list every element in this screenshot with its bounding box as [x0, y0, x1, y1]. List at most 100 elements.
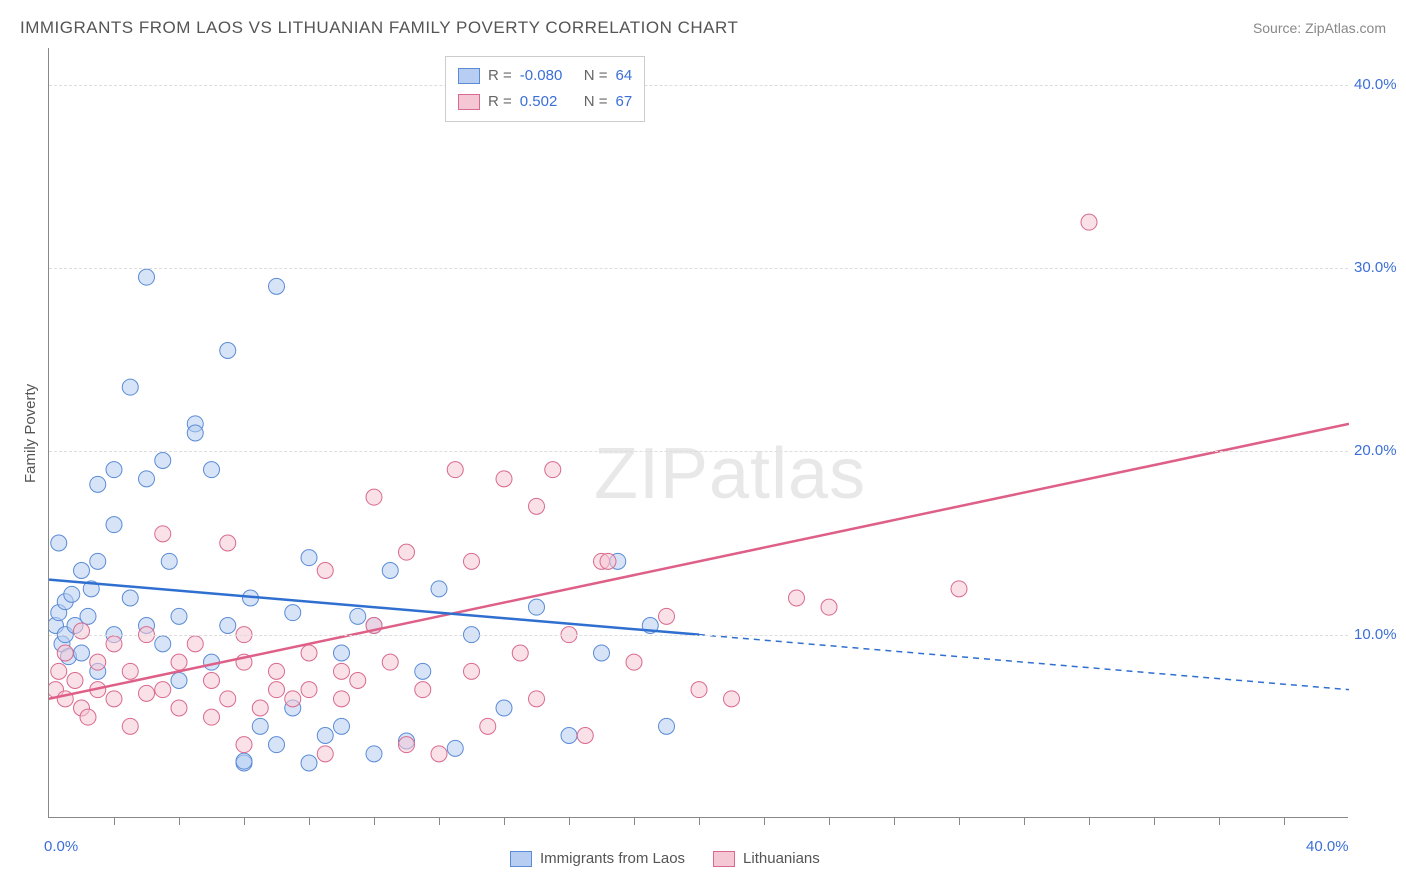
- legend-row-lith: R = 0.502 N = 67: [458, 89, 632, 115]
- scatter-point: [171, 673, 187, 689]
- scatter-point: [317, 728, 333, 744]
- scatter-point: [80, 709, 96, 725]
- gridline: [49, 451, 1348, 452]
- series-label-lith: Lithuanians: [743, 850, 820, 867]
- legend-swatch-icon: [510, 851, 532, 867]
- scatter-point: [529, 498, 545, 514]
- scatter-point: [659, 608, 675, 624]
- scatter-point: [67, 673, 83, 689]
- scatter-point: [350, 608, 366, 624]
- scatter-point: [155, 453, 171, 469]
- x-tick: [374, 817, 375, 825]
- scatter-point: [496, 471, 512, 487]
- x-tick: [504, 817, 505, 825]
- scatter-point: [350, 673, 366, 689]
- scatter-point: [594, 645, 610, 661]
- scatter-point: [447, 462, 463, 478]
- scatter-point: [366, 489, 382, 505]
- scatter-point: [561, 728, 577, 744]
- scatter-point: [106, 691, 122, 707]
- scatter-point: [659, 718, 675, 734]
- scatter-point: [220, 618, 236, 634]
- legend-swatch-lith: [458, 94, 480, 110]
- scatter-point: [399, 544, 415, 560]
- y-axis-label: Family Poverty: [22, 384, 39, 483]
- scatter-point: [480, 718, 496, 734]
- scatter-point: [106, 517, 122, 533]
- chart-title: IMMIGRANTS FROM LAOS VS LITHUANIAN FAMIL…: [20, 18, 738, 38]
- scatter-point: [301, 682, 317, 698]
- x-tick: [699, 817, 700, 825]
- r-label: R =: [488, 89, 512, 115]
- chart-source: Source: ZipAtlas.com: [1253, 20, 1386, 36]
- correlation-legend: R = -0.080 N = 64 R = 0.502 N = 67: [445, 56, 645, 122]
- scatter-point: [155, 682, 171, 698]
- scatter-point: [431, 746, 447, 762]
- scatter-point: [382, 563, 398, 579]
- scatter-point: [57, 645, 73, 661]
- scatter-point: [80, 608, 96, 624]
- scatter-point: [334, 663, 350, 679]
- scatter-point: [529, 599, 545, 615]
- scatter-point: [600, 553, 616, 569]
- series-legend-laos: Immigrants from Laos: [510, 850, 685, 867]
- r-label: R =: [488, 63, 512, 89]
- scatter-point: [577, 728, 593, 744]
- scatter-point: [269, 737, 285, 753]
- x-tick: [959, 817, 960, 825]
- scatter-point: [496, 700, 512, 716]
- scatter-point: [626, 654, 642, 670]
- scatter-point: [122, 379, 138, 395]
- scatter-point: [90, 654, 106, 670]
- x-tick: [634, 817, 635, 825]
- chart-plot-area: ZIPatlas: [48, 48, 1348, 818]
- y-tick-label: 10.0%: [1354, 626, 1397, 643]
- scatter-point: [252, 718, 268, 734]
- scatter-point: [1081, 214, 1097, 230]
- scatter-point: [204, 709, 220, 725]
- scatter-point: [106, 636, 122, 652]
- series-legend: Immigrants from Laos Lithuanians: [510, 850, 820, 867]
- scatter-point: [545, 462, 561, 478]
- n-label: N =: [584, 63, 608, 89]
- scatter-point: [301, 755, 317, 771]
- scatter-point: [301, 550, 317, 566]
- scatter-point: [220, 343, 236, 359]
- r-value-lith: 0.502: [520, 89, 576, 115]
- x-tick: [1219, 817, 1220, 825]
- scatter-point: [171, 654, 187, 670]
- scatter-point: [74, 623, 90, 639]
- scatter-point: [269, 278, 285, 294]
- x-tick: [114, 817, 115, 825]
- legend-swatch-icon: [713, 851, 735, 867]
- series-label-laos: Immigrants from Laos: [540, 850, 685, 867]
- gridline: [49, 268, 1348, 269]
- scatter-point: [171, 700, 187, 716]
- x-tick: [569, 817, 570, 825]
- y-tick-label: 20.0%: [1354, 442, 1397, 459]
- scatter-point: [447, 740, 463, 756]
- scatter-point: [415, 682, 431, 698]
- legend-swatch-laos: [458, 68, 480, 84]
- scatter-point: [317, 563, 333, 579]
- scatter-point: [951, 581, 967, 597]
- scatter-point: [171, 608, 187, 624]
- x-tick: [244, 817, 245, 825]
- x-tick: [829, 817, 830, 825]
- trend-line: [49, 424, 1349, 699]
- scatter-point: [106, 462, 122, 478]
- n-value-lith: 67: [616, 89, 633, 115]
- x-tick: [439, 817, 440, 825]
- scatter-point: [301, 645, 317, 661]
- scatter-point: [724, 691, 740, 707]
- x-tick-label-last: 40.0%: [1306, 838, 1349, 855]
- x-tick-label-first: 0.0%: [44, 838, 78, 855]
- scatter-point: [464, 553, 480, 569]
- scatter-point: [691, 682, 707, 698]
- x-tick: [1154, 817, 1155, 825]
- x-tick: [1024, 817, 1025, 825]
- scatter-point: [252, 700, 268, 716]
- trend-line-extrapolated: [699, 635, 1349, 690]
- scatter-point: [334, 645, 350, 661]
- scatter-point: [122, 663, 138, 679]
